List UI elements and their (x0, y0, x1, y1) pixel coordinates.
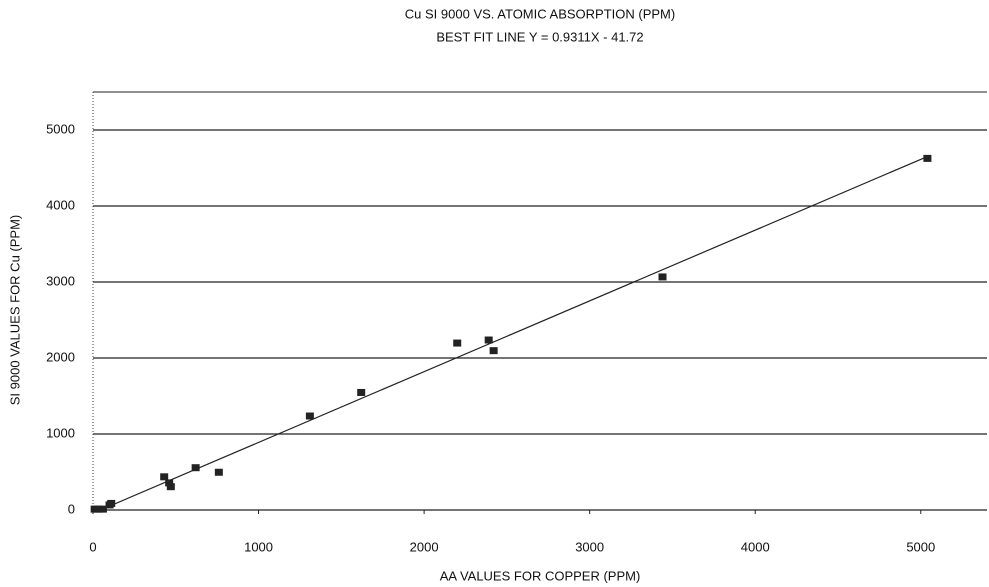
x-tick-label: 5000 (906, 539, 935, 554)
data-point (305, 412, 314, 420)
y-tick-label: 1000 (46, 425, 75, 440)
y-tick-label: 4000 (46, 197, 75, 212)
x-tick-label: 1000 (244, 539, 273, 554)
data-point (165, 479, 174, 487)
chart-subtitle: BEST FIT LINE Y = 0.9311X - 41.72 (436, 29, 643, 44)
x-tick-label: 2000 (410, 539, 439, 554)
y-tick-label: 5000 (46, 121, 75, 136)
data-point (658, 273, 667, 281)
data-point (923, 154, 932, 162)
x-tick-label: 0 (89, 539, 96, 554)
y-tick-label: 3000 (46, 273, 75, 288)
x-axis-title: AA VALUES FOR COPPER (PPM) (440, 568, 641, 583)
y-tick-label: 0 (68, 501, 75, 516)
x-tick-label: 4000 (741, 539, 770, 554)
chart-title: Cu SI 9000 VS. ATOMIC ABSORPTION (PPM) (405, 6, 675, 21)
x-tick-label: 3000 (575, 539, 604, 554)
y-tick-label: 2000 (46, 349, 75, 364)
y-axis-title: SI 9000 VALUES FOR Cu (PPM) (7, 215, 22, 406)
data-point (484, 336, 493, 344)
data-point (160, 473, 169, 481)
data-point (191, 464, 200, 472)
data-point (98, 505, 107, 513)
data-point (214, 468, 223, 476)
data-point (166, 483, 175, 491)
data-point (357, 388, 366, 396)
data-point (489, 347, 498, 355)
data-point (93, 505, 102, 513)
fit-line (100, 155, 928, 511)
data-point (107, 499, 116, 507)
data-point (453, 339, 462, 347)
